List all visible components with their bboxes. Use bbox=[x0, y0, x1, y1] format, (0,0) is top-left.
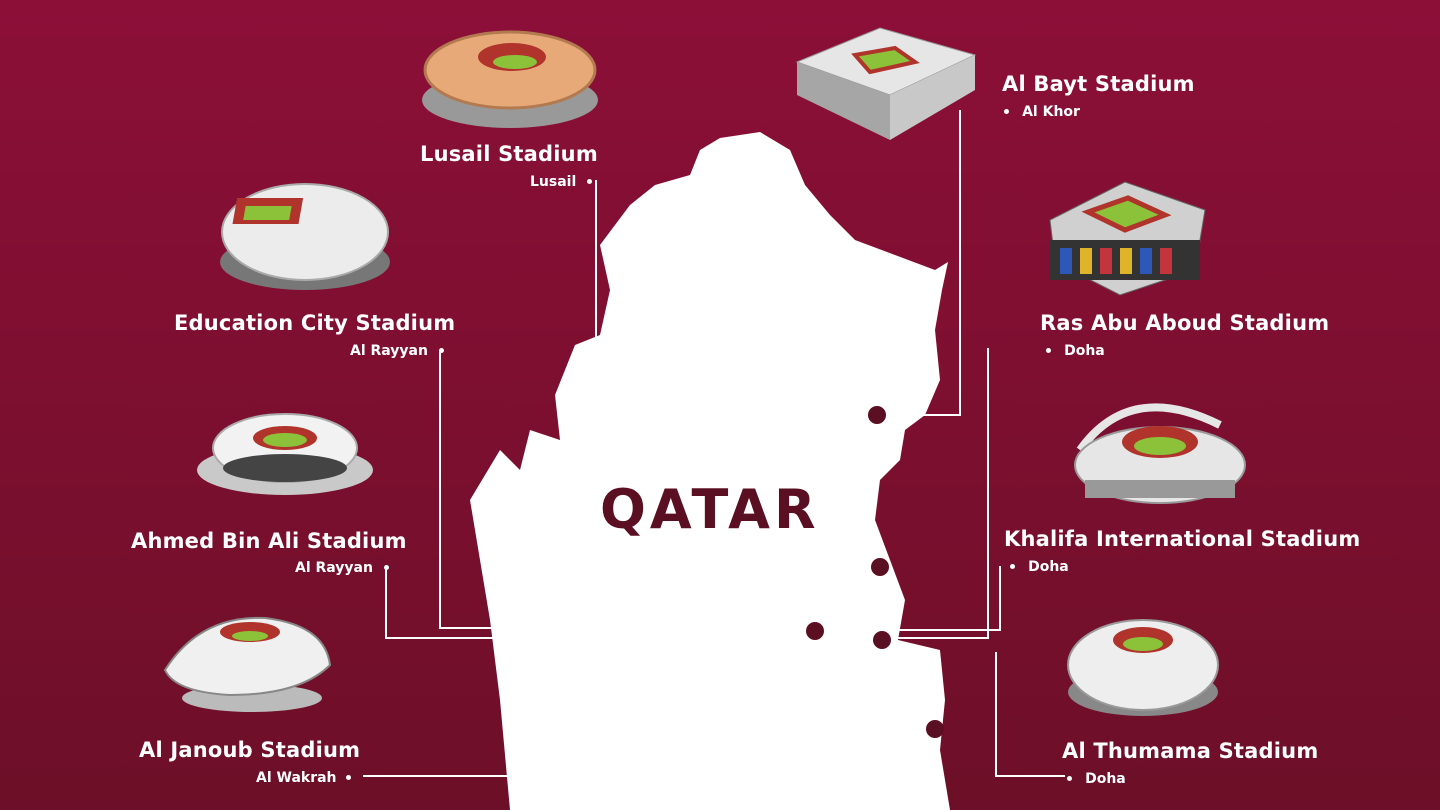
bullet-dot bbox=[384, 565, 390, 570]
bullet-dot bbox=[1004, 109, 1009, 114]
bullet-dot bbox=[1067, 776, 1072, 781]
ahmed-bin-ali-stadium-label: Ahmed Bin Ali Stadium bbox=[131, 529, 407, 553]
bullet-dot bbox=[439, 348, 445, 353]
al-bayt-stadium-label: Al Bayt Stadium bbox=[1002, 72, 1195, 96]
al-bayt-stadium-icon bbox=[795, 27, 977, 140]
al-thumama-stadium-icon bbox=[1067, 619, 1219, 716]
khalifa-international-stadium-label: Khalifa International Stadium bbox=[1004, 527, 1361, 551]
bullet-dot bbox=[1046, 348, 1051, 353]
ras-abu-aboud-stadium-label: Ras Abu Aboud Stadium bbox=[1040, 311, 1330, 335]
bullet-dot bbox=[1010, 564, 1015, 569]
al-thumama-city: Doha bbox=[1067, 768, 1126, 788]
al-janoub-stadium-icon bbox=[163, 616, 332, 712]
lusail-stadium-icon bbox=[422, 30, 598, 128]
ahmed-bin-ali-city: Al Rayyan bbox=[295, 557, 390, 577]
ras-abu-aboud-stadium-icon bbox=[1049, 181, 1206, 296]
country-title: QATAR bbox=[600, 478, 820, 541]
al-bayt-city: Al Khor bbox=[1004, 101, 1080, 121]
bullet-dot bbox=[345, 775, 351, 780]
khalifa-international-city: Doha bbox=[1010, 556, 1069, 576]
qatar-map bbox=[470, 132, 950, 810]
al-janoub-city: Al Wakrah bbox=[256, 767, 351, 787]
ras-abu-aboud-city: Doha bbox=[1046, 340, 1105, 360]
al-janoub-stadium-label: Al Janoub Stadium bbox=[139, 738, 361, 762]
education-city-city: Al Rayyan bbox=[350, 340, 445, 360]
location-markers bbox=[806, 406, 944, 738]
lusail-city: Lusail bbox=[530, 171, 593, 191]
ahmed-bin-ali-stadium-icon bbox=[197, 413, 373, 495]
lusail-stadium-label: Lusail Stadium bbox=[420, 142, 598, 166]
khalifa-international-stadium-icon bbox=[1074, 403, 1246, 504]
education-city-stadium-label: Education City Stadium bbox=[174, 311, 456, 335]
bullet-dot bbox=[587, 179, 593, 184]
connector-lines bbox=[363, 110, 1065, 777]
education-city-stadium-icon bbox=[220, 183, 390, 290]
al-thumama-stadium-label: Al Thumama Stadium bbox=[1062, 739, 1319, 763]
